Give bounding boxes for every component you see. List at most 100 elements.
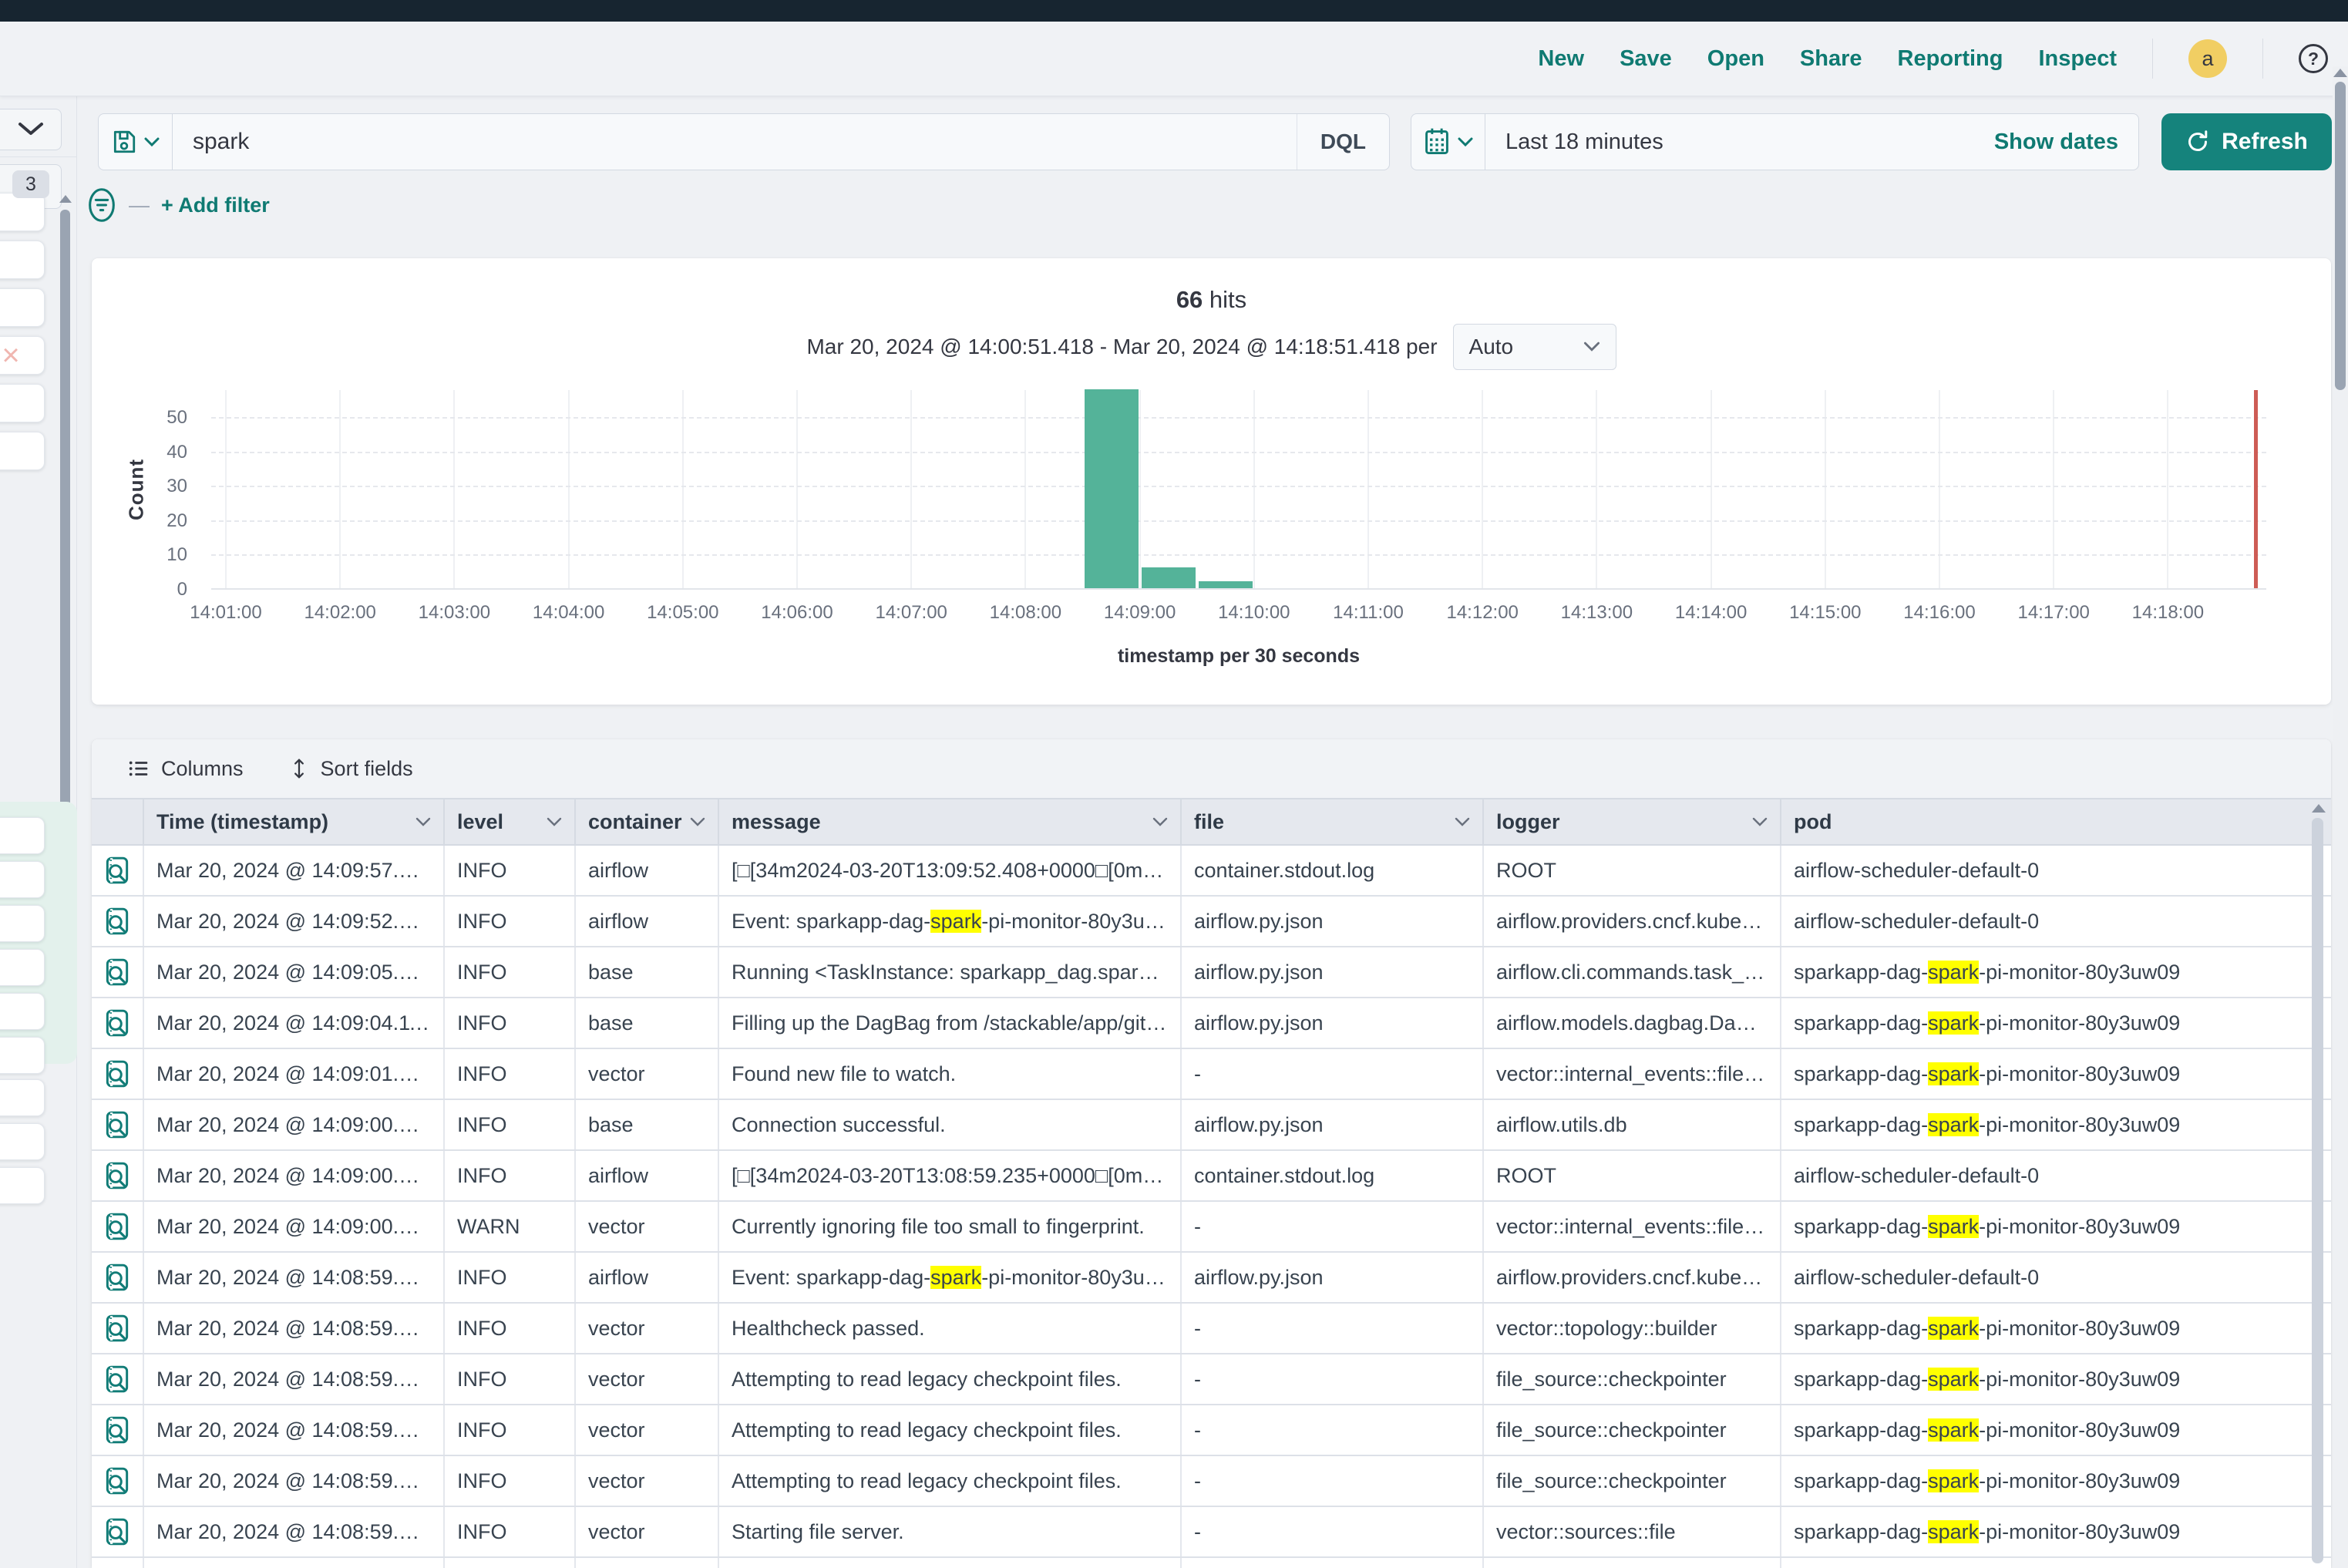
help-icon[interactable]: ? — [2299, 44, 2328, 73]
sidebar-scroll-up-icon[interactable] — [59, 195, 72, 203]
field-pill[interactable] — [0, 993, 45, 1030]
histogram-panel: 66 hits Mar 20, 2024 @ 14:00:51.418 - Ma… — [92, 258, 2331, 705]
page-scrollbar-thumb[interactable] — [2335, 82, 2346, 390]
cell-logger: airflow.models.dagbag.DagBag — [1484, 998, 1781, 1048]
gridline-vertical — [453, 390, 455, 588]
field-pill[interactable] — [0, 1123, 45, 1160]
columns-button[interactable]: Columns — [127, 757, 244, 781]
cell-logger: ROOT — [1484, 1151, 1781, 1200]
table-toolbar: Columns Sort fields — [92, 739, 2331, 798]
interval-select[interactable]: Auto — [1453, 324, 1616, 370]
header-label: file — [1194, 810, 1224, 834]
table-row: Mar 20, 2024 @ 14:08:59.066INFOvectorAtt… — [92, 1405, 2331, 1456]
nav-open[interactable]: Open — [1707, 46, 1764, 72]
cell-file: - — [1182, 1456, 1484, 1506]
inspect-document-icon — [104, 957, 130, 987]
expand-document-button[interactable] — [104, 1314, 130, 1343]
query-language-button[interactable]: DQL — [1297, 114, 1389, 170]
header-cell-pod[interactable]: pod — [1781, 799, 2331, 844]
expand-document-button[interactable] — [104, 907, 130, 936]
avatar[interactable]: a — [2188, 39, 2227, 78]
sidebar-divider — [0, 156, 76, 157]
header-cell-time-timestamp-[interactable]: Time (timestamp) — [144, 799, 445, 844]
table-scrollbar[interactable] — [2312, 801, 2323, 1568]
sort-fields-button[interactable]: Sort fields — [288, 757, 413, 781]
nav-inspect[interactable]: Inspect — [2038, 46, 2117, 72]
sort-fields-label: Sort fields — [321, 757, 413, 781]
cell-time-timestamp-: Mar 20, 2024 @ 14:09:00.825 — [144, 1100, 445, 1149]
y-tick-label: 20 — [167, 510, 187, 532]
histogram-bar[interactable] — [1142, 567, 1196, 588]
field-pill[interactable] — [0, 1079, 45, 1116]
selected-fields-count-badge: 3 — [12, 170, 49, 198]
gridline-vertical — [225, 390, 227, 588]
nav-new[interactable]: New — [1538, 46, 1584, 72]
expand-document-button[interactable] — [104, 1466, 130, 1496]
app-navbar: New Save Open Share Reporting Inspect a ? — [0, 22, 2348, 96]
field-pill[interactable] — [0, 288, 45, 327]
page-scrollbar[interactable] — [2333, 66, 2348, 1568]
show-dates-button[interactable]: Show dates — [1994, 130, 2138, 155]
expand-document-button[interactable] — [104, 1110, 130, 1139]
expand-document-button[interactable] — [104, 1364, 130, 1394]
cell-level: INFO — [445, 1354, 576, 1404]
nav-save[interactable]: Save — [1620, 46, 1672, 72]
sidebar-collapse-button[interactable] — [0, 109, 62, 150]
histogram-bar[interactable] — [1199, 581, 1253, 588]
time-range-value[interactable]: Last 18 minutes — [1485, 130, 1994, 155]
header-cell-container[interactable]: container — [576, 799, 719, 844]
cell-time-timestamp-: Mar 20, 2024 @ 14:08:59.066 — [144, 1354, 445, 1404]
cell-message: Found new file to watch. — [719, 1049, 1182, 1099]
filter-funnel-icon[interactable] — [86, 187, 117, 223]
expand-document-button[interactable] — [104, 1415, 130, 1445]
cell-message: Attempting to read legacy checkpoint fil… — [719, 1456, 1182, 1506]
hits-label: hits — [1209, 286, 1246, 313]
header-cell-level[interactable]: level — [445, 799, 576, 844]
search-input[interactable]: spark — [173, 129, 1297, 155]
header-label: pod — [1794, 810, 1832, 834]
field-pill[interactable] — [0, 1037, 45, 1074]
scroll-up-icon[interactable] — [2312, 804, 2326, 813]
x-tick-label: 14:13:00 — [1561, 602, 1633, 624]
cell-logger: airflow.providers.cncf.kuber… — [1484, 897, 1781, 946]
field-pill[interactable] — [0, 432, 45, 470]
scroll-up-icon[interactable] — [2333, 69, 2347, 77]
field-pill[interactable] — [0, 384, 45, 422]
header-cell-message[interactable]: message — [719, 799, 1182, 844]
field-pill[interactable] — [0, 861, 45, 898]
field-pill[interactable] — [0, 817, 45, 854]
expand-document-button[interactable] — [104, 1517, 130, 1546]
expand-document-button[interactable] — [104, 1212, 130, 1241]
field-pill[interactable] — [0, 905, 45, 942]
saved-query-menu-button[interactable] — [99, 114, 173, 170]
quick-select-menu-button[interactable] — [1411, 114, 1485, 170]
header-cell-file[interactable]: file — [1182, 799, 1484, 844]
add-filter-button[interactable]: + Add filter — [161, 193, 270, 217]
header-label: logger — [1496, 810, 1560, 834]
nav-reporting[interactable]: Reporting — [1898, 46, 2003, 72]
cell-container — [576, 1558, 719, 1568]
gridline-vertical — [1711, 390, 1712, 588]
table-scrollbar-thumb[interactable] — [2312, 818, 2323, 1563]
histogram-bar[interactable] — [1085, 389, 1139, 588]
cell-pod — [1781, 1558, 2331, 1568]
field-pill[interactable] — [0, 193, 45, 231]
header-cell-logger[interactable]: logger — [1484, 799, 1781, 844]
expand-document-button[interactable] — [104, 1059, 130, 1089]
refresh-button[interactable]: Refresh — [2161, 113, 2332, 170]
cell-file: - — [1182, 1202, 1484, 1251]
expand-document-button[interactable] — [104, 1161, 130, 1190]
field-pill[interactable] — [0, 949, 45, 986]
x-tick-label: 14:02:00 — [304, 602, 375, 624]
header-label: level — [457, 810, 503, 834]
nav-share[interactable]: Share — [1800, 46, 1862, 72]
expand-document-button[interactable] — [104, 957, 130, 987]
expand-document-button[interactable] — [104, 856, 130, 885]
expand-document-button[interactable] — [104, 1263, 130, 1292]
expand-cell — [92, 1558, 144, 1568]
cell-time-timestamp-: Mar 20, 2024 @ 14:09:00.315 — [144, 1151, 445, 1200]
expand-document-button[interactable] — [104, 1008, 130, 1038]
field-pill[interactable] — [0, 1167, 45, 1204]
field-pill-remove[interactable]: × — [0, 336, 45, 375]
field-pill[interactable] — [0, 241, 45, 279]
